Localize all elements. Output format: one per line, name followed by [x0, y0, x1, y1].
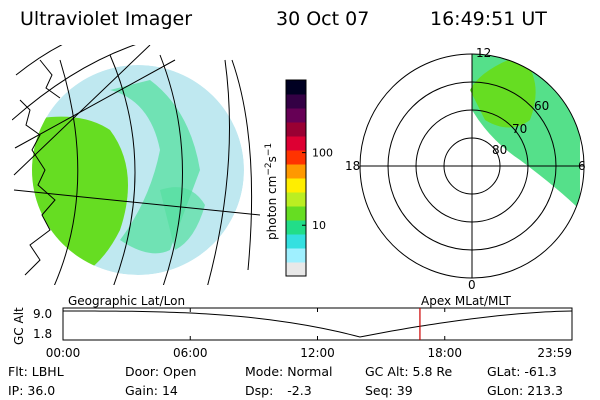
- geo-caption: Geographic Lat/Lon: [68, 294, 185, 308]
- colorbar-swatch: [286, 150, 306, 165]
- info-door: Door: Open: [125, 364, 196, 379]
- altitude-curve: [63, 310, 573, 338]
- glat-value: -61.3: [524, 364, 557, 379]
- altitude-plot-frame: [62, 307, 573, 341]
- ytick-label: 9.0: [33, 307, 52, 321]
- colorbar-swatch: [286, 122, 306, 137]
- geo-lon-line: [109, 54, 136, 285]
- colorbar-gradient: [286, 80, 306, 277]
- seq-value: 39: [396, 383, 413, 398]
- dsp-label: Dsp:: [245, 383, 274, 398]
- gcalt-label: GC Alt:: [365, 364, 409, 379]
- filter-value: LBHL: [31, 364, 64, 379]
- colorbar-swatch: [286, 248, 306, 263]
- polar-emission-core: [470, 55, 536, 128]
- coastline: [39, 59, 61, 99]
- ip-label: IP:: [8, 383, 24, 398]
- gcalt-value: 5.8 Re: [412, 364, 453, 379]
- geo-grid-line: [13, 189, 260, 216]
- geo-grid-line: [13, 45, 151, 176]
- glon-value: 213.3: [527, 383, 563, 398]
- colorbar-swatch: [286, 262, 306, 277]
- info-seq: Seq: 39: [365, 383, 413, 398]
- colorbar-tick-label: 100: [312, 147, 333, 160]
- door-label: Door:: [125, 364, 160, 379]
- xtick-label: 18:00: [427, 346, 462, 360]
- date-label: 30 Oct 07: [276, 8, 370, 30]
- geo-lon-line: [159, 54, 183, 285]
- mlt-label-bottom: 0: [468, 278, 476, 292]
- geo-lon-line: [53, 59, 79, 285]
- geo-lat-line: [12, 45, 136, 121]
- mlt-label-left: 18: [345, 159, 360, 173]
- ip-value: 36.0: [27, 383, 56, 398]
- colorbar-tick-label: 10: [312, 219, 326, 232]
- colorbar-frame: [285, 79, 307, 277]
- geo-lon-line: [207, 59, 230, 285]
- gain-value: 14: [161, 383, 178, 398]
- xtick-label: 23:59: [537, 346, 572, 360]
- info-ip: IP: 36.0: [8, 383, 55, 398]
- colorbar-swatch: [286, 234, 306, 249]
- ytick-label: 1.8: [33, 327, 52, 341]
- info-gcalt: GC Alt: 5.8 Re: [365, 364, 452, 379]
- colorbar-swatch: [286, 108, 306, 123]
- coastline: [19, 99, 56, 276]
- colorbar-swatch: [286, 94, 306, 109]
- geo-lat-line: [15, 45, 63, 76]
- info-gain: Gain: 14: [125, 383, 178, 398]
- geo-lon-line: [231, 59, 253, 271]
- colorbar-unit: photon cm−2s−1: [264, 143, 279, 240]
- lat-label: 60: [534, 99, 549, 113]
- filter-label: Flt:: [8, 364, 28, 379]
- mlt-label-right: 6: [578, 159, 586, 173]
- info-mode: Mode: Normal: [245, 364, 333, 379]
- info-glon: GLon: 213.3: [487, 383, 563, 398]
- lat-label: 80: [492, 143, 507, 157]
- info-glat: GLat: -61.3: [487, 364, 557, 379]
- colorbar-swatch: [286, 164, 306, 179]
- xtick-label: 06:00: [173, 346, 208, 360]
- lat-label: 70: [512, 122, 527, 136]
- xtick-label: 00:00: [46, 346, 81, 360]
- colorbar-swatch: [286, 178, 306, 193]
- polar-caption: Apex MLat/MLT: [421, 294, 511, 308]
- seq-label: Seq:: [365, 383, 393, 398]
- altitude-ylabel: GC Alt: [12, 307, 26, 345]
- geo-grid-line: [14, 59, 176, 149]
- colorbar-swatch: [286, 136, 306, 151]
- info-dsp: Dsp: -2.3: [245, 383, 312, 398]
- instrument-title: Ultraviolet Imager: [20, 8, 193, 30]
- door-value: Open: [163, 364, 197, 379]
- geo-emission-patch-2: [160, 187, 205, 250]
- colorbar-swatch: [286, 192, 306, 207]
- glon-label: GLon:: [487, 383, 524, 398]
- xtick-label: 12:00: [300, 346, 335, 360]
- mode-value: Normal: [287, 364, 333, 379]
- colorbar-swatch: [286, 80, 306, 95]
- colorbar-swatch: [286, 220, 306, 235]
- info-filter: Flt: LBHL: [8, 364, 64, 379]
- glat-label: GLat:: [487, 364, 521, 379]
- mode-label: Mode:: [245, 364, 284, 379]
- gain-label: Gain:: [125, 383, 158, 398]
- mlt-label-top: 12: [476, 46, 491, 60]
- dsp-value: -2.3: [287, 383, 312, 398]
- time-label: 16:49:51 UT: [430, 8, 547, 30]
- colorbar-swatch: [286, 206, 306, 221]
